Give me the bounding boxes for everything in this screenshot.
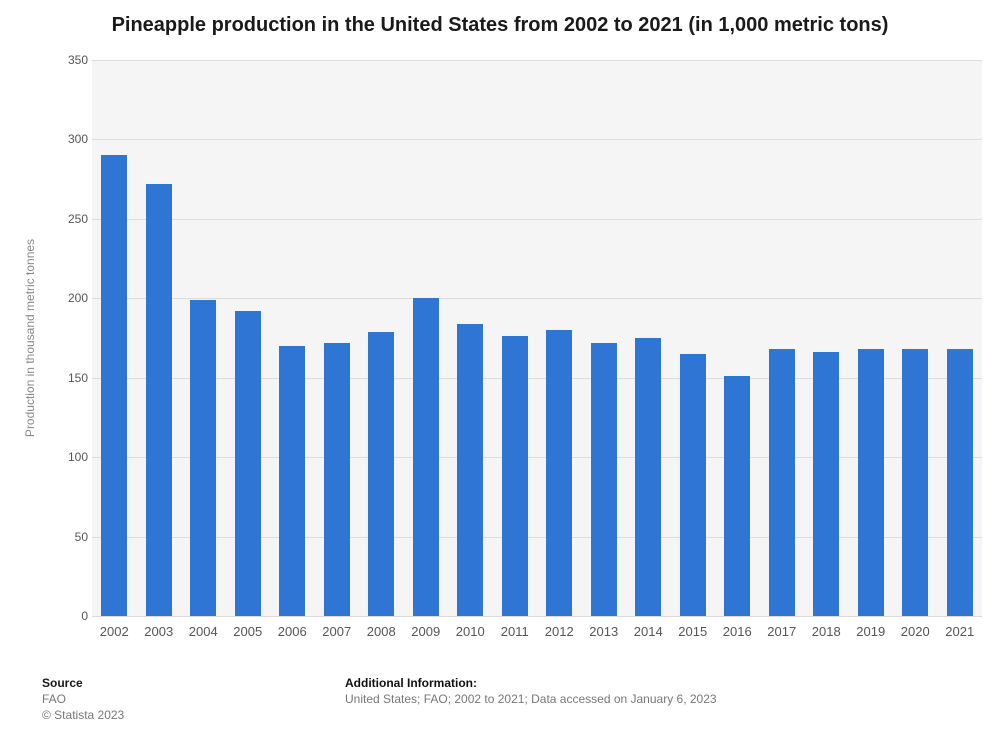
y-tick-label: 250 [48,212,88,226]
y-tick-label: 200 [48,291,88,305]
bar [902,349,928,616]
y-tick-label: 150 [48,371,88,385]
x-tick-label: 2004 [189,624,218,639]
bar [591,343,617,616]
bar [368,332,394,616]
y-tick-label: 350 [48,53,88,67]
grid-line [92,537,982,538]
bar [769,349,795,616]
x-tick-label: 2010 [456,624,485,639]
x-tick-label: 2007 [322,624,351,639]
x-tick-label: 2019 [856,624,885,639]
plot-area [92,60,982,616]
x-tick-label: 2013 [589,624,618,639]
x-tick-label: 2016 [723,624,752,639]
footer-copyright: © Statista 2023 [42,708,980,722]
x-tick-label: 2017 [767,624,796,639]
x-tick-label: 2009 [411,624,440,639]
x-tick-label: 2003 [144,624,173,639]
y-tick-label: 100 [48,450,88,464]
bar [146,184,172,616]
x-tick-label: 2005 [233,624,262,639]
grid-line [92,616,982,617]
x-tick-label: 2014 [634,624,663,639]
grid-line [92,139,982,140]
bar [724,376,750,616]
bar [947,349,973,616]
bar [235,311,261,616]
bar [858,349,884,616]
grid-line [92,298,982,299]
chart-container: Pineapple production in the United State… [0,0,1000,743]
x-tick-label: 2006 [278,624,307,639]
y-tick-label: 0 [48,609,88,623]
x-tick-label: 2015 [678,624,707,639]
grid-line [92,378,982,379]
bar [324,343,350,616]
bar [101,155,127,616]
x-tick-label: 2021 [945,624,974,639]
bar [279,346,305,616]
x-tick-label: 2008 [367,624,396,639]
x-tick-label: 2018 [812,624,841,639]
y-axis-label: Production in thousand metric tonnes [23,239,37,437]
bar [680,354,706,616]
x-tick-label: 2012 [545,624,574,639]
bar [635,338,661,616]
bar [413,298,439,616]
bar [546,330,572,616]
grid-line [92,60,982,61]
x-tick-label: 2002 [100,624,129,639]
bar [502,336,528,616]
x-tick-label: 2020 [901,624,930,639]
footer-addl-label: Additional Information: [345,676,717,690]
footer-addl-block: Additional Information: United States; F… [345,676,717,706]
bar [813,352,839,616]
footer-addl-text: United States; FAO; 2002 to 2021; Data a… [345,692,717,706]
grid-line [92,457,982,458]
grid-line [92,219,982,220]
x-tick-label: 2011 [501,624,529,639]
bar [457,324,483,616]
y-tick-label: 300 [48,132,88,146]
y-tick-label: 50 [48,530,88,544]
bar [190,300,216,616]
chart-title: Pineapple production in the United State… [0,14,1000,37]
